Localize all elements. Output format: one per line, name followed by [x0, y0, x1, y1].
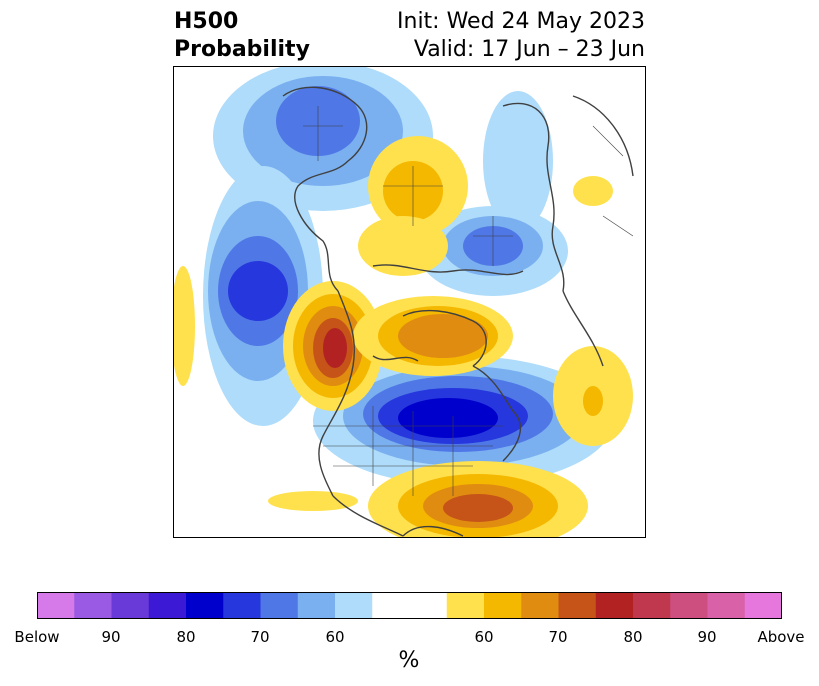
colorbar-swatch	[484, 592, 522, 619]
colorbar-swatch	[707, 592, 746, 619]
borders	[303, 106, 634, 496]
colorbar-swatch	[595, 592, 634, 619]
colorbar-label-80-below: 80	[176, 628, 196, 646]
colorbar-label-90-above: 90	[697, 628, 717, 646]
colorbar-swatch	[297, 592, 336, 619]
probability-field	[173, 66, 633, 538]
colorbar-swatch	[372, 592, 410, 619]
colorbar-label-70-below: 70	[250, 628, 270, 646]
colorbar-swatch	[670, 592, 708, 619]
colorbar-swatch	[521, 592, 559, 619]
colorbar-swatch	[633, 592, 671, 619]
colorbar-swatch	[37, 592, 75, 619]
title-variable: Probability	[174, 37, 310, 62]
colorbar-swatch	[74, 592, 112, 619]
colorbar-border	[37, 592, 782, 619]
colorbar-swatch	[446, 592, 485, 619]
colorbar-swatch	[558, 592, 597, 619]
title-left: H500 Probability	[174, 8, 310, 64]
title-field: H500	[174, 9, 239, 34]
colorbar-label-60-above: 60	[474, 628, 494, 646]
valid-range: Valid: 17 Jun – 23 Jun	[413, 37, 645, 62]
colorbar-swatch	[409, 592, 448, 619]
colorbar	[37, 592, 782, 619]
colorbar-swatch	[186, 592, 224, 619]
init-date: Init: Wed 24 May 2023	[397, 9, 645, 34]
colorbar-swatch	[260, 592, 299, 619]
title-right: Init: Wed 24 May 2023 Valid: 17 Jun – 23…	[397, 8, 645, 64]
colorbar-swatch	[744, 592, 782, 619]
colorbar-label-80-above: 80	[623, 628, 643, 646]
probability-map	[173, 66, 646, 538]
colorbar-label-below: Below	[14, 628, 60, 646]
colorbar-swatch	[335, 592, 373, 619]
colorbar-swatch	[223, 592, 261, 619]
colorbar-label-above: Above	[757, 628, 805, 646]
colorbar-unit: %	[398, 648, 420, 673]
colorbar-label-70-above: 70	[548, 628, 568, 646]
coastlines	[282, 86, 634, 537]
colorbar-swatch	[111, 592, 150, 619]
colorbar-swatch	[148, 592, 187, 619]
colorbar-label-60-below: 60	[325, 628, 345, 646]
colorbar-label-90-below: 90	[101, 628, 121, 646]
